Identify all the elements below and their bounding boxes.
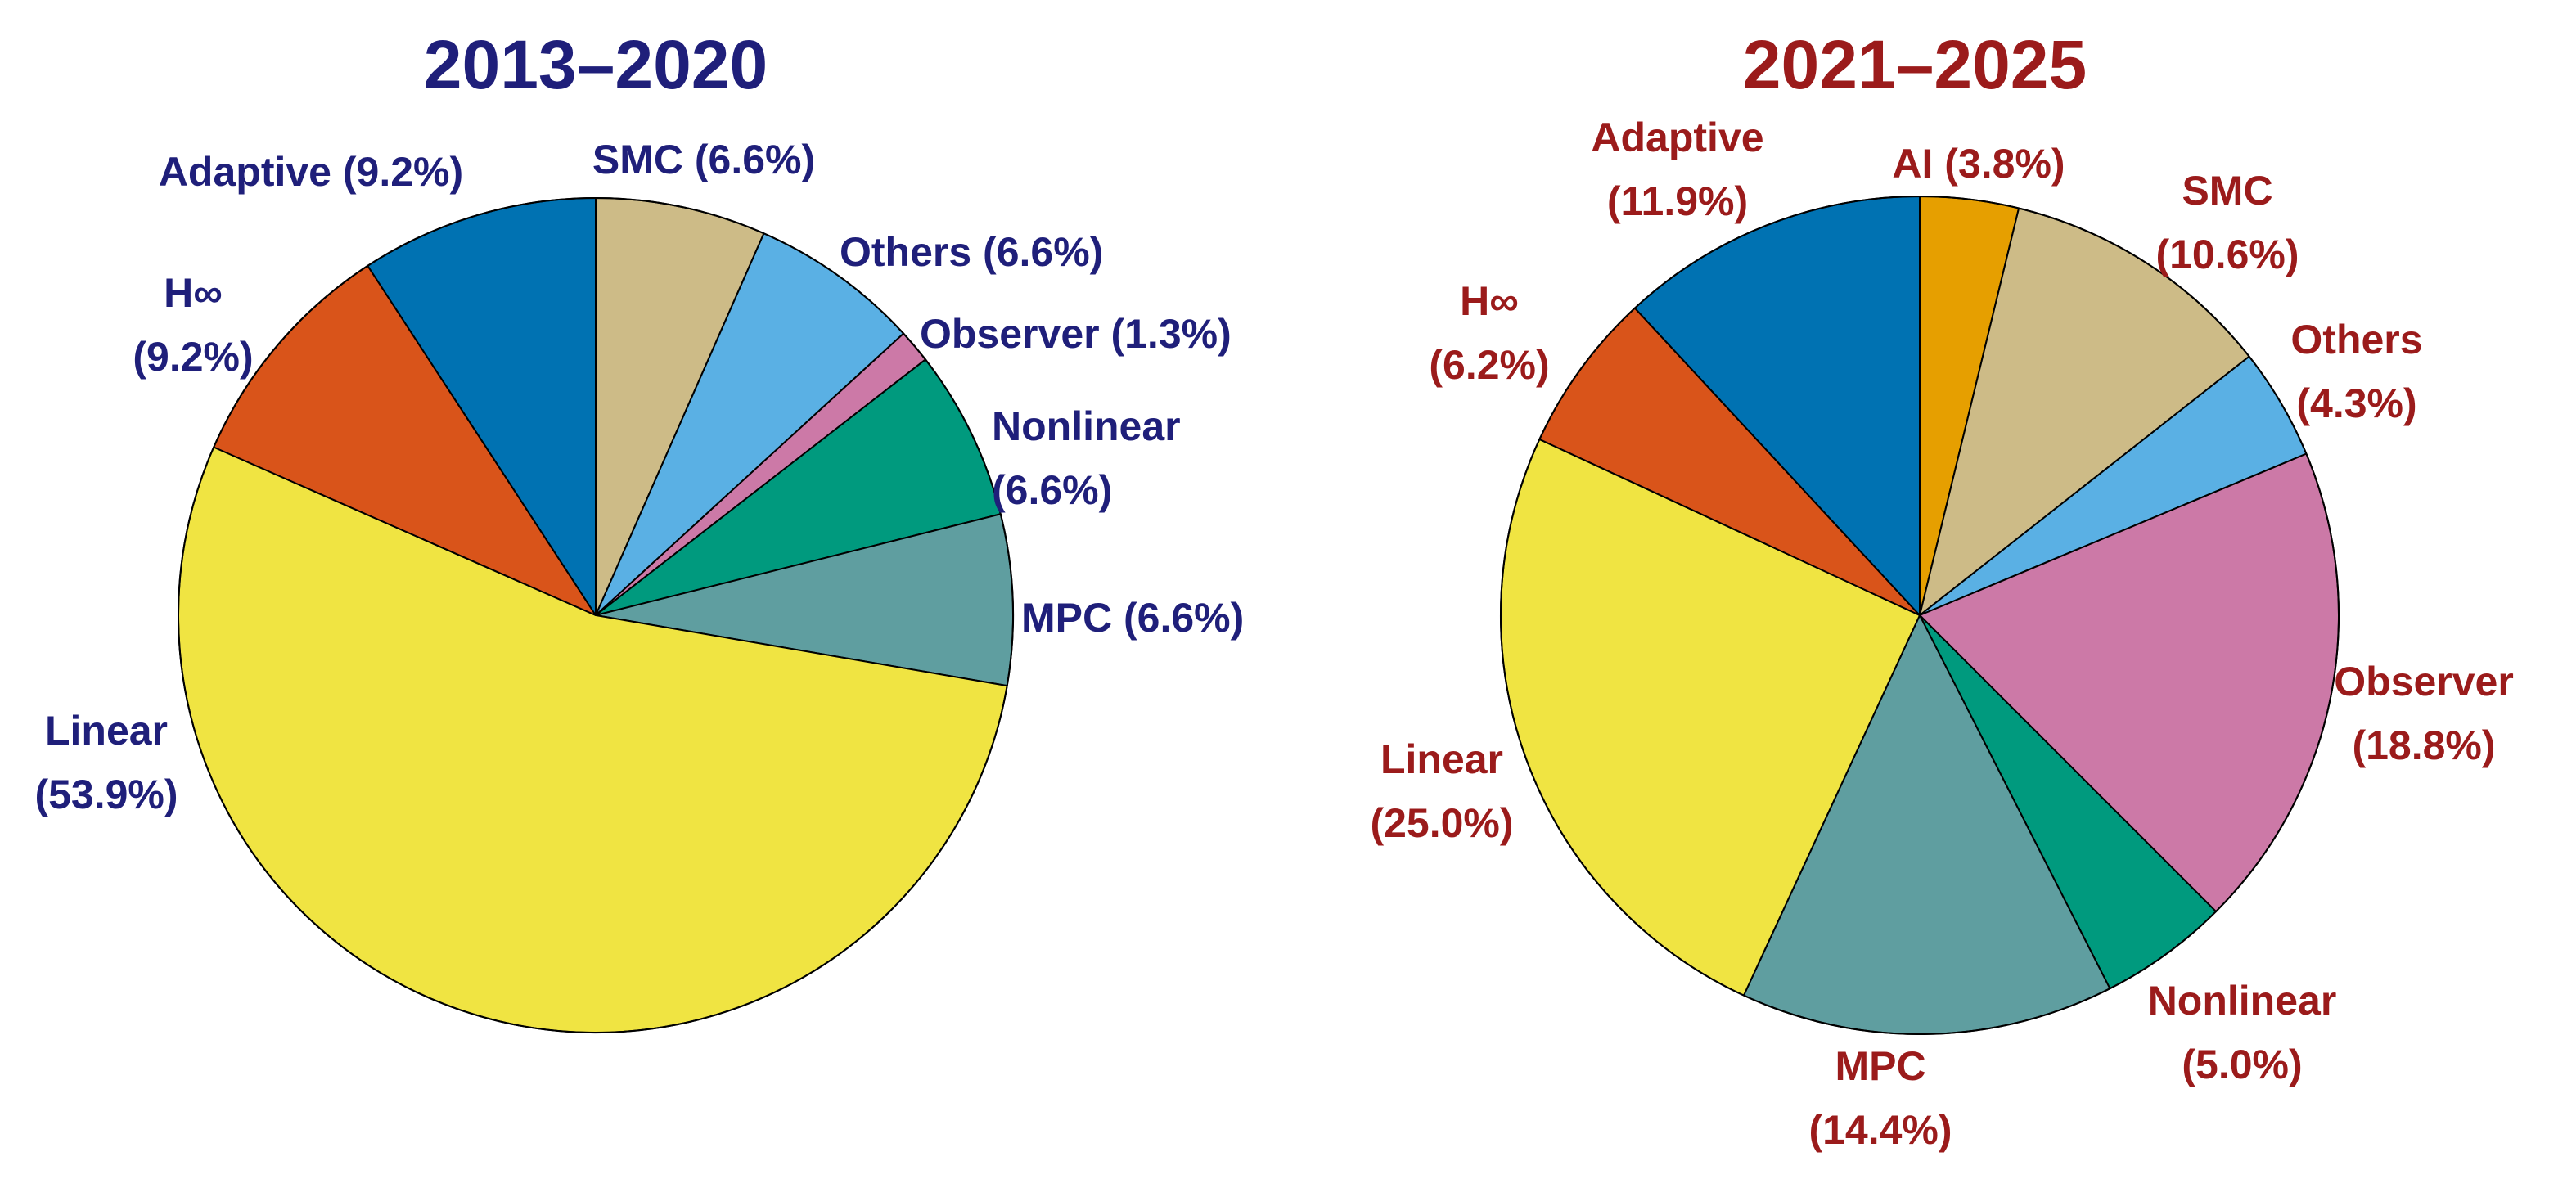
pie-slices-2013-2020 <box>178 197 1014 1034</box>
slice-label-observer-0: Observer (1.3%) <box>920 311 1232 357</box>
pie-outline-0 <box>178 197 1014 1033</box>
pie-labels-2021-2025: AI (3.8%) SMC (10.6%) Others (4.3%) Observer(… <box>1370 115 2513 1153</box>
slice-label-nonlinear-1: Nonlinear (5.0%) <box>2148 978 2337 1087</box>
slice-label-linear-1: Linear (25.0%) <box>1370 736 1513 846</box>
slice-label-smc-0: SMC (6.6%) <box>592 137 815 182</box>
slice-label-adaptive-1: Adaptive (11.9%) <box>1591 115 1763 224</box>
slice-label-ai-1: AI (3.8%) <box>1892 141 2065 187</box>
pie-chart-2021-2025: 2021–2025 AI (3.8%) SMC (10.6%) Others (4.3%… <box>1370 26 2513 1153</box>
slice-label-others-1: Others (4.3%) <box>2290 317 2422 426</box>
chart-title-2013-2020: 2013–2020 <box>424 26 768 103</box>
slice-label-others-0: Others (6.6%) <box>840 229 1103 275</box>
slice-label-hinf-0: H∞ (9.2%) <box>133 270 253 380</box>
slice-label-linear-0: Linear (53.9%) <box>34 708 178 817</box>
pie-labels-2013-2020: SMC (6.6%) Others (6.6%) Observer (1.3%) No… <box>34 137 1244 817</box>
slice-label-nonlinear-0: Nonlinear (6.6%) <box>992 403 1181 513</box>
pie-slices-2021-2025 <box>1500 196 2340 1035</box>
slice-label-observer-1: Observer (18.8%) <box>2334 659 2514 768</box>
slice-label-mpc-1: MPC (14.4%) <box>1808 1043 1952 1153</box>
pie-outline-1 <box>1500 196 2340 1035</box>
slice-label-hinf-1: H∞ (6.2%) <box>1429 278 1549 388</box>
slice-label-smc-1: SMC (10.6%) <box>2155 168 2299 277</box>
chart-title-2021-2025: 2021–2025 <box>1743 26 2087 103</box>
pie-chart-2013-2020: 2013–2020 SMC (6.6%) Others (6.6%) Observe… <box>34 26 1244 1034</box>
slice-label-adaptive-0: Adaptive (9.2%) <box>159 149 463 195</box>
slice-label-mpc-0: MPC (6.6%) <box>1021 595 1244 641</box>
